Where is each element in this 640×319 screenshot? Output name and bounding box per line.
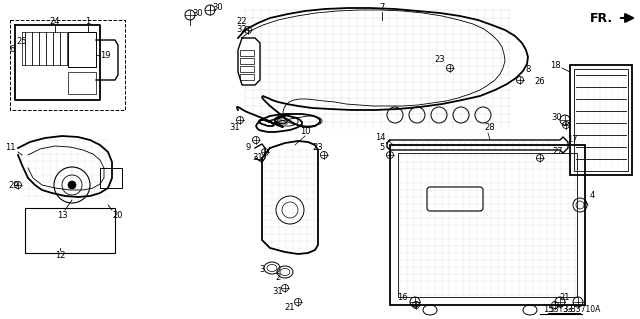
- Bar: [25, 208, 115, 253]
- Text: 10: 10: [300, 128, 310, 137]
- Text: 9: 9: [245, 144, 251, 152]
- Text: 2: 2: [275, 273, 280, 283]
- Text: 8: 8: [525, 65, 531, 75]
- Text: 29: 29: [9, 181, 19, 189]
- Text: 26: 26: [534, 78, 545, 86]
- Bar: [240, 50, 254, 56]
- Text: 5: 5: [380, 144, 385, 152]
- Text: 22: 22: [237, 18, 247, 26]
- Text: 31: 31: [253, 153, 263, 162]
- Polygon shape: [238, 38, 260, 85]
- Text: 31: 31: [273, 287, 284, 296]
- Text: 28: 28: [484, 123, 495, 132]
- Bar: [240, 74, 254, 80]
- Bar: [240, 66, 254, 72]
- Text: 20: 20: [113, 211, 124, 219]
- Text: 21: 21: [560, 293, 570, 302]
- Text: 24: 24: [50, 18, 60, 26]
- Text: 19: 19: [100, 50, 110, 60]
- Bar: [68, 32, 96, 67]
- Text: S3Y3-B3710A: S3Y3-B3710A: [549, 306, 601, 315]
- Text: 6: 6: [10, 46, 15, 55]
- Text: 13: 13: [57, 211, 67, 219]
- Bar: [570, 65, 632, 175]
- Text: 32: 32: [237, 26, 247, 34]
- Text: 18: 18: [550, 61, 560, 70]
- Bar: [398, 153, 577, 297]
- Text: 33: 33: [563, 306, 573, 315]
- Text: 15: 15: [543, 306, 553, 315]
- Text: 30: 30: [212, 4, 223, 12]
- Text: FR.: FR.: [590, 11, 613, 25]
- Text: 17: 17: [566, 136, 577, 145]
- Bar: [68, 72, 96, 94]
- Text: 23: 23: [435, 56, 445, 64]
- Bar: [574, 69, 628, 171]
- Text: 31: 31: [230, 123, 240, 132]
- Text: 30: 30: [552, 114, 563, 122]
- Text: 1: 1: [85, 18, 91, 26]
- Bar: [390, 145, 585, 305]
- Text: 11: 11: [4, 144, 15, 152]
- Text: 30: 30: [193, 9, 204, 18]
- Text: 16: 16: [397, 293, 407, 302]
- Text: 4: 4: [589, 190, 595, 199]
- Bar: [100, 168, 122, 188]
- Text: 12: 12: [55, 250, 65, 259]
- Text: 23: 23: [313, 144, 323, 152]
- Text: 3: 3: [259, 265, 265, 275]
- Text: 21: 21: [285, 303, 295, 313]
- Bar: [10, 20, 125, 110]
- Text: 25: 25: [17, 38, 28, 47]
- Text: 27: 27: [553, 147, 563, 157]
- Circle shape: [68, 181, 76, 189]
- Text: 7: 7: [380, 4, 385, 12]
- Bar: [240, 58, 254, 64]
- Text: 14: 14: [375, 133, 385, 143]
